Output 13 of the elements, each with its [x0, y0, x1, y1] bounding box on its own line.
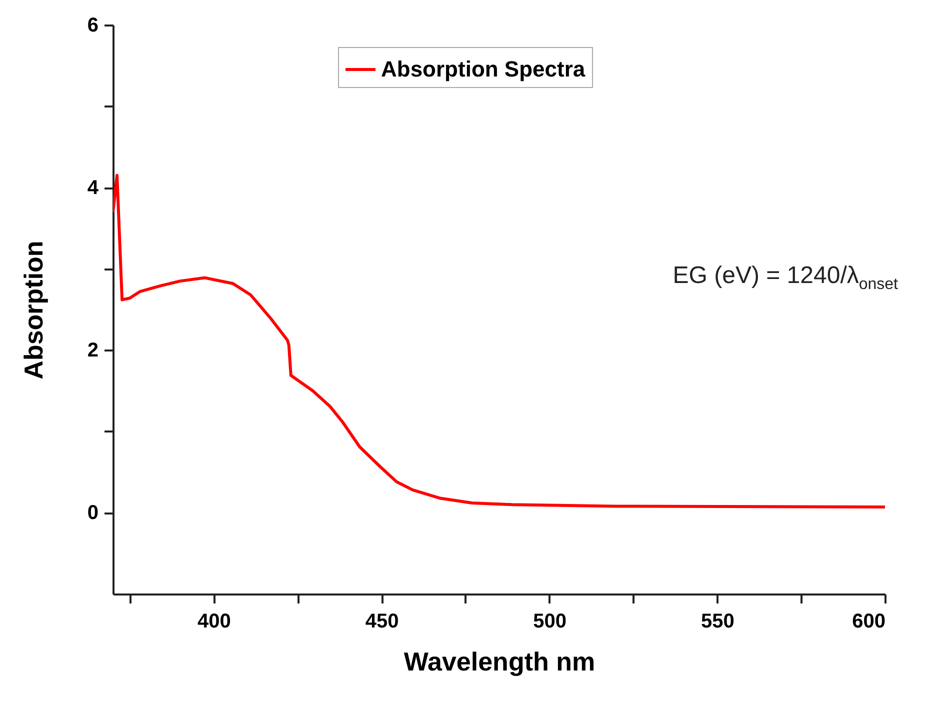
- annotation: EG (eV) = 1240/λ$_{onset}$: [672, 262, 898, 294]
- x-tick-label: 600: [852, 610, 886, 632]
- x-tick-label: 400: [198, 610, 231, 632]
- x-tick-label: 500: [533, 610, 567, 632]
- x-axis-title: Wavelength nm: [404, 646, 596, 676]
- x-tick-label: 550: [700, 610, 734, 632]
- y-tick-label: 2: [87, 340, 98, 362]
- y-tick-label: 6: [87, 14, 98, 36]
- legend-label: Absorption Spectra: [381, 56, 586, 82]
- y-tick-label: 0: [87, 502, 98, 524]
- y-tick-label: 4: [87, 177, 100, 200]
- y-axis-title: Absorption: [18, 240, 48, 380]
- x-tick-label: 450: [365, 610, 399, 632]
